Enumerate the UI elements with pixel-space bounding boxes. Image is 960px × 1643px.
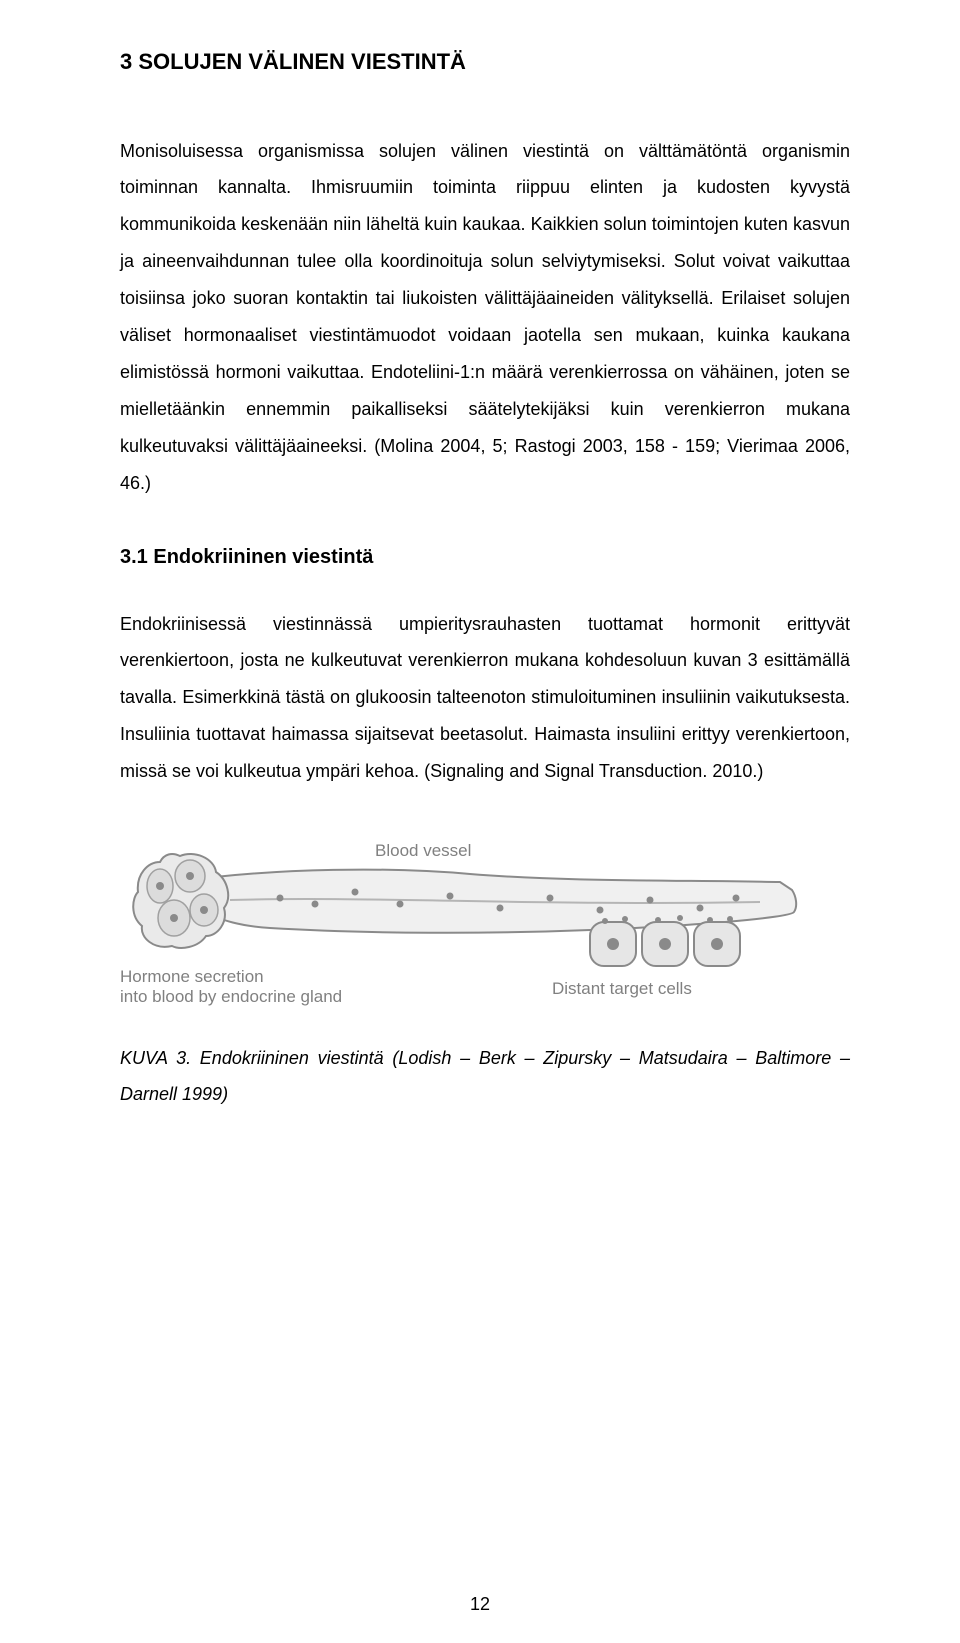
endocrine-gland-shape bbox=[133, 854, 228, 948]
figure-endocrine-diagram: Blood vessel Hormone secretion into bloo… bbox=[120, 822, 850, 1012]
figure-caption: KUVA 3. Endokriininen viestintä (Lodish … bbox=[120, 1040, 850, 1112]
label-secretion-line1: Hormone secretion bbox=[120, 967, 264, 986]
subsection-title: 3.1 Endokriininen viestintä bbox=[120, 544, 850, 570]
page-number: 12 bbox=[0, 1594, 960, 1615]
label-target-cells: Distant target cells bbox=[552, 979, 692, 998]
page-container: 3 SOLUJEN VÄLINEN VIESTINTÄ Monisoluises… bbox=[0, 0, 960, 1643]
target-cells-shape bbox=[590, 915, 740, 966]
section-title: 3 SOLUJEN VÄLINEN VIESTINTÄ bbox=[120, 48, 850, 77]
section-paragraph-1: Monisoluisessa organismissa solujen väli… bbox=[120, 133, 850, 502]
label-blood-vessel: Blood vessel bbox=[375, 841, 471, 860]
subsection-paragraph-1: Endokriinisessä viestinnässä umpieritysr… bbox=[120, 606, 850, 790]
figure-svg: Blood vessel Hormone secretion into bloo… bbox=[120, 822, 820, 1012]
label-secretion-line2: into blood by endocrine gland bbox=[120, 987, 342, 1006]
